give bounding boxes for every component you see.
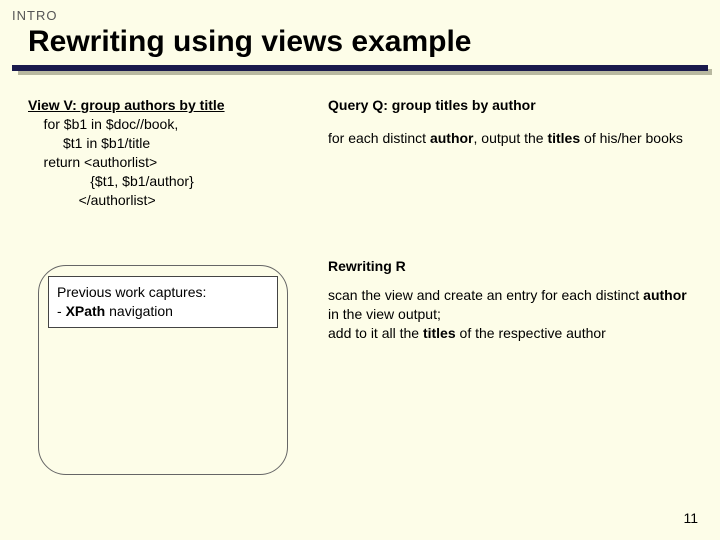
query-bold-author: author [430, 130, 474, 146]
view-code-line: $t1 in $b1/title [28, 134, 308, 153]
view-code-line: return <authorlist> [28, 153, 308, 172]
page-number: 11 [683, 510, 698, 526]
capture-line-2: - XPath navigation [57, 302, 269, 321]
query-heading: Query Q: group titles by author [328, 97, 700, 113]
rewrite-text: in the view output; [328, 306, 441, 322]
query-text: for each distinct [328, 130, 430, 146]
rewrite-text: scan the view and create an entry for ea… [328, 287, 643, 303]
title-rule [12, 65, 708, 75]
rewrite-text: add to it all the [328, 325, 423, 341]
page-title: Rewriting using views example [0, 23, 720, 65]
query-text: of his/her books [580, 130, 683, 146]
rewrite-body: scan the view and create an entry for ea… [328, 286, 700, 343]
view-heading: View V: group authors by title [28, 97, 308, 113]
rewrite-bold-author: author [643, 287, 687, 303]
view-code-line: {$t1, $b1/author} [28, 172, 308, 191]
capture-bold: XPath [66, 303, 106, 319]
capture-line-1: Previous work captures: [57, 283, 269, 302]
rewrite-text: of the respective author [456, 325, 606, 341]
capture-callout: Previous work captures: - XPath navigati… [48, 276, 278, 328]
rewrite-bold-titles: titles [423, 325, 456, 341]
capture-suffix: navigation [105, 303, 173, 319]
rewrite-heading: Rewriting R [328, 258, 700, 274]
view-code-line: </authorlist> [28, 191, 308, 210]
query-body: for each distinct author, output the tit… [328, 129, 700, 148]
view-code-line: for $b1 in $doc//book, [28, 115, 308, 134]
right-column: Query Q: group titles by author for each… [318, 97, 700, 343]
capture-prefix: - [57, 303, 66, 319]
section-label: INTRO [0, 0, 720, 23]
query-text: , output the [474, 130, 548, 146]
query-bold-titles: titles [547, 130, 580, 146]
